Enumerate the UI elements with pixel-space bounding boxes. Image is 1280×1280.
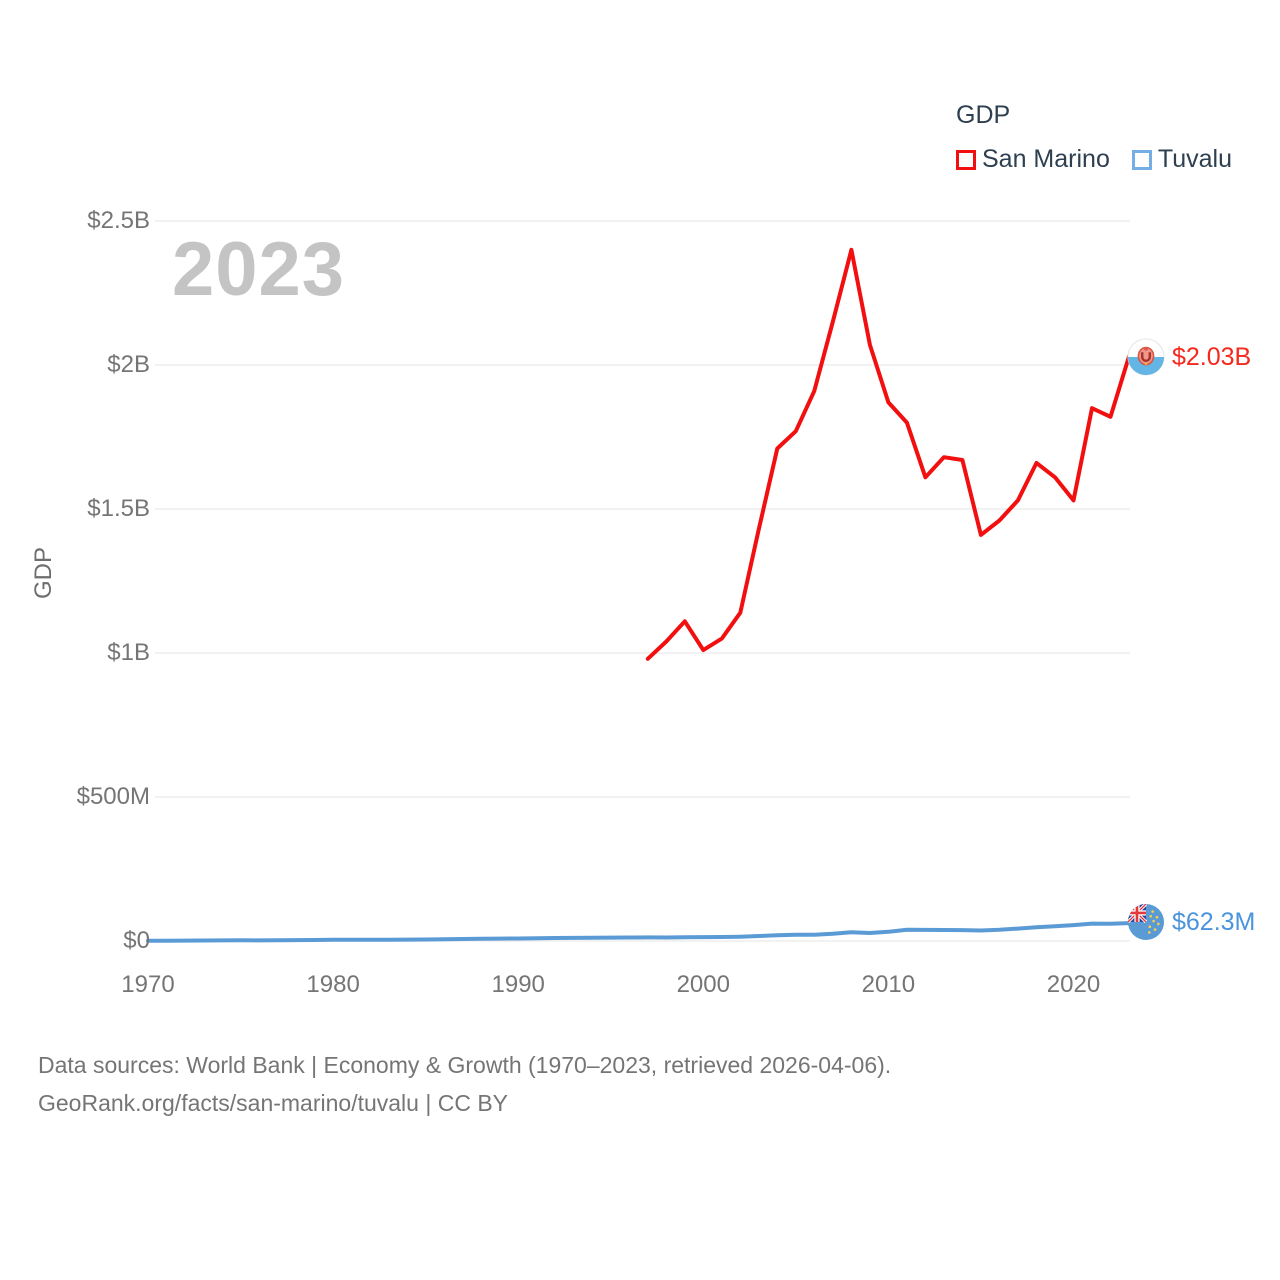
y-tick-label: $2.5B: [87, 207, 150, 234]
x-tick-label: 1970: [121, 971, 175, 998]
x-tick-label: 1980: [306, 971, 360, 998]
x-tick-label: 2020: [1046, 971, 1101, 998]
y-axis-title: GDP: [30, 546, 57, 600]
tuvalu-end-value: $62.3M: [1172, 907, 1256, 936]
san-marino-flag-icon: [1127, 338, 1165, 376]
san-marino-end-label: $2.03B: [1127, 338, 1251, 376]
footer: Data sources: World Bank | Economy & Gro…: [38, 1046, 891, 1122]
y-tick-label: $1B: [107, 639, 150, 666]
x-tick-label: 1990: [491, 971, 545, 998]
footer-attribution: GeoRank.org/facts/san-marino/tuvalu | CC…: [38, 1090, 509, 1116]
san-marino-line[interactable]: [645, 247, 1131, 661]
legend: GDP San Marino Tuvalu: [956, 101, 1232, 174]
y-tick-label: $0: [123, 927, 150, 954]
tuvalu-end-label: $62.3M: [1127, 903, 1255, 941]
y-tick-label: $1.5B: [87, 495, 150, 522]
y-tick-label: $2B: [107, 351, 150, 378]
tuvalu-stars: [1147, 910, 1160, 934]
san-marino-end-value: $2.03B: [1172, 342, 1252, 371]
tuvalu-line[interactable]: [146, 921, 1131, 943]
year-watermark: 2023: [172, 227, 346, 312]
legend-item-tuvalu[interactable]: Tuvalu: [1131, 145, 1232, 174]
legend-title: GDP: [956, 101, 1011, 129]
x-tick-label: 2010: [861, 971, 916, 998]
tuvalu-swatch-icon: [1131, 149, 1152, 170]
tuvalu-flag-icon: [1127, 903, 1165, 941]
y-tick-label: $500M: [76, 783, 150, 810]
footer-data-sources: Data sources: World Bank | Economy & Gro…: [38, 1052, 892, 1078]
x-tick-label: 2000: [676, 971, 730, 998]
san-marino-swatch-icon: [956, 149, 976, 170]
legend-item-san-marino[interactable]: San Marino: [956, 145, 1110, 174]
legend-label: Tuvalu: [1157, 145, 1232, 173]
legend-label: San Marino: [982, 145, 1110, 173]
